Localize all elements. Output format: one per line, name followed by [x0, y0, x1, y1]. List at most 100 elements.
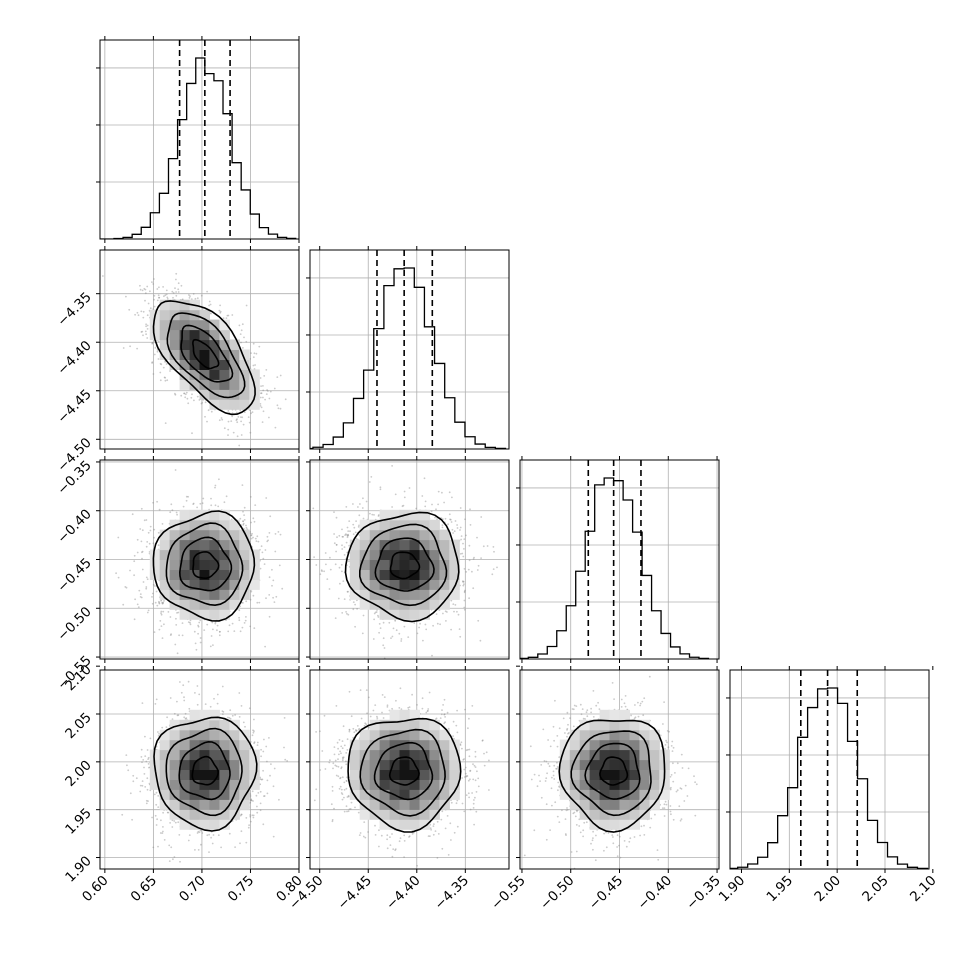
- sample-point: [344, 534, 346, 536]
- sample-point: [637, 701, 639, 704]
- density-cell: [239, 399, 250, 410]
- contour-level-3: [153, 716, 258, 832]
- sample-point: [694, 814, 697, 817]
- density-cell: [429, 759, 440, 770]
- sample-point: [348, 690, 351, 693]
- sample-point: [323, 714, 326, 717]
- sample-point: [187, 839, 190, 842]
- sample-point: [347, 590, 349, 593]
- panel-frame: [99, 249, 300, 450]
- density-cell: [219, 729, 230, 741]
- sample-point: [144, 288, 147, 291]
- sample-point: [538, 774, 540, 777]
- sample-point: [377, 514, 380, 516]
- sample-point: [479, 639, 482, 642]
- sample-point: [680, 818, 683, 820]
- sample-point: [140, 596, 143, 599]
- sample-point: [159, 832, 162, 834]
- sample-point: [153, 294, 156, 297]
- sample-point: [408, 835, 411, 838]
- density-cell: [249, 759, 260, 770]
- sample-point: [368, 481, 371, 483]
- sample-point: [558, 785, 560, 788]
- sample-point: [319, 573, 322, 576]
- sample-point: [253, 741, 256, 744]
- sample-point: [141, 330, 144, 333]
- sample-point: [221, 710, 224, 712]
- sample-point: [165, 726, 168, 728]
- sample-point: [449, 518, 451, 521]
- sample-point: [152, 846, 155, 849]
- sample-point: [364, 836, 367, 839]
- sample-point: [219, 304, 222, 307]
- sample-point: [206, 623, 209, 626]
- panel-3-1: [306, 665, 510, 873]
- sample-point: [137, 314, 140, 317]
- panel-content: [100, 250, 299, 456]
- sample-point: [165, 363, 168, 365]
- sample-point: [372, 709, 375, 712]
- sample-point: [678, 805, 681, 808]
- sample-point: [337, 758, 339, 761]
- sample-point: [214, 621, 217, 624]
- sample-point: [161, 602, 164, 605]
- sample-point: [102, 275, 104, 277]
- density-cell: [199, 739, 210, 751]
- sample-point: [252, 517, 255, 520]
- sample-point: [403, 834, 406, 837]
- sample-point: [133, 618, 136, 621]
- sample-point: [164, 376, 167, 379]
- sample-point: [630, 714, 632, 717]
- sample-point: [441, 847, 444, 850]
- density-cell: [449, 749, 460, 761]
- sample-point: [442, 704, 444, 706]
- sample-point: [386, 847, 389, 850]
- sample-point: [256, 454, 258, 456]
- density-cell: [229, 599, 240, 610]
- sample-point: [164, 379, 167, 382]
- sample-point: [141, 289, 144, 292]
- sample-point: [262, 410, 265, 413]
- sample-point: [347, 810, 350, 813]
- sample-point: [236, 421, 239, 424]
- sample-point: [200, 402, 203, 405]
- sample-point: [338, 739, 341, 741]
- panel-content: [310, 670, 509, 869]
- density-cell: [199, 749, 210, 761]
- sample-point: [462, 542, 464, 545]
- sample-point: [395, 699, 397, 702]
- sample-point: [336, 741, 339, 744]
- sample-point: [398, 632, 401, 635]
- density-cell: [189, 319, 201, 331]
- sample-point: [250, 352, 252, 354]
- density-cell: [219, 319, 230, 331]
- sample-point: [250, 741, 252, 743]
- sample-point: [556, 745, 559, 748]
- sample-point: [356, 608, 358, 610]
- sample-point: [171, 509, 174, 512]
- density-cell: [219, 339, 230, 350]
- density-shading: [149, 299, 260, 410]
- sample-point: [335, 543, 338, 546]
- sample-point: [259, 809, 262, 812]
- sample-point: [394, 848, 397, 850]
- density-cell: [209, 559, 220, 570]
- density-cell: [409, 729, 420, 741]
- sample-point: [358, 524, 360, 527]
- sample-point: [270, 763, 272, 765]
- density-cell: [389, 759, 401, 770]
- density-cell: [149, 559, 161, 570]
- density-cell: [359, 559, 371, 570]
- sample-point: [220, 846, 223, 849]
- density-cell: [449, 539, 460, 551]
- sample-point: [337, 597, 340, 600]
- sample-point: [465, 534, 467, 537]
- contour-level-0: [389, 551, 421, 580]
- density-cell: [169, 769, 181, 780]
- density-cell: [359, 579, 371, 590]
- sample-point: [329, 568, 332, 571]
- density-cell: [249, 569, 260, 580]
- sample-point: [346, 535, 349, 537]
- sample-point: [169, 511, 172, 514]
- sample-point: [400, 640, 403, 642]
